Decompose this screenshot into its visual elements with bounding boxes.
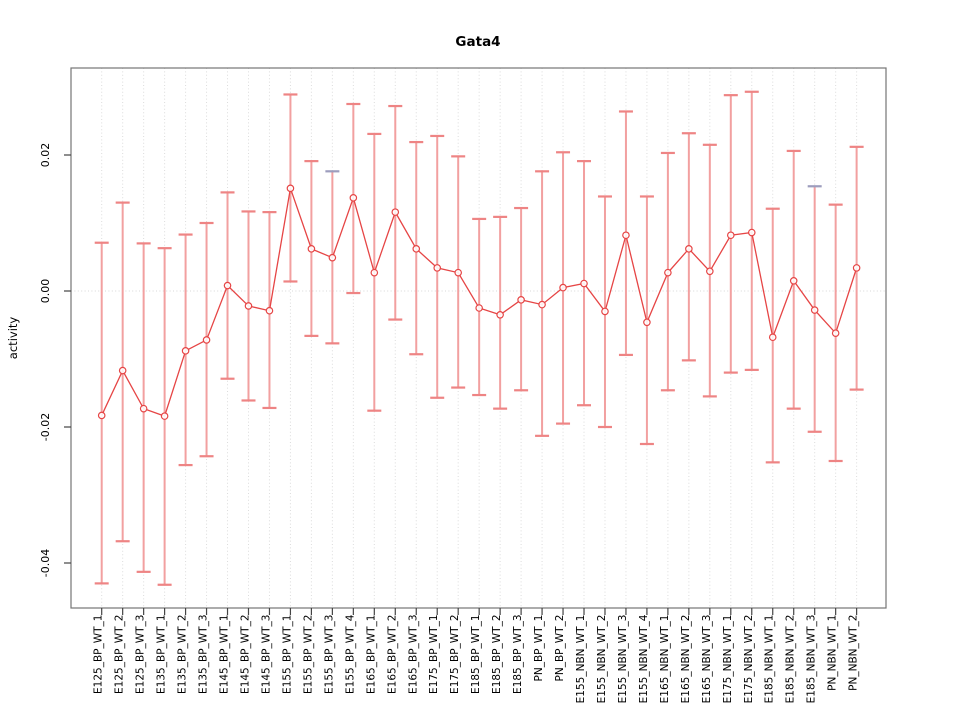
x-tick-label: E155_NBN_WT_3 (617, 615, 629, 704)
data-point (328, 253, 337, 262)
plot-area: 0.02 0.00 -0.02 -0.04 E125_BP_WT_1 E125_BP_WT… (39, 67, 887, 704)
x-tick-label: E185_NBN_WT_3 (806, 615, 818, 704)
x-tick-label: E185_NBN_WT_2 (785, 615, 797, 704)
x-tick-label: E155_BP_WT_4 (344, 614, 356, 694)
y-tick-label: -0.02 (39, 413, 52, 441)
data-point (391, 208, 400, 216)
data-point (580, 279, 588, 288)
x-tick-label: E165_BP_WT_2 (386, 615, 398, 694)
x-tick-label: PN_NBN_WT_2 (848, 615, 860, 691)
x-tick-label: E175_BP_WT_2 (449, 615, 461, 694)
data-point (244, 302, 253, 310)
x-tick-label: E185_BP_WT_1 (470, 615, 482, 694)
x-tick-label: PN_BP_WT_1 (533, 615, 545, 682)
data-point (747, 228, 756, 237)
data-point (370, 268, 379, 277)
x-tick-label: E135_BP_WT_2 (177, 615, 189, 694)
x-tick-label: E165_NBN_WT_2 (680, 615, 692, 704)
data-point (852, 264, 861, 272)
x-tick-label: E165_BP_WT_1 (365, 615, 377, 694)
data-point (768, 333, 777, 342)
data-point (286, 184, 295, 193)
data-point (831, 329, 840, 337)
data-point (181, 347, 190, 355)
data-point (622, 231, 630, 240)
x-tick-label: E155_BP_WT_3 (323, 615, 335, 694)
x-tick-label: E155_NBN_WT_1 (575, 615, 587, 704)
x-tick-label: E125_BP_WT_3 (135, 615, 147, 694)
x-tick-label: E165_BP_WT_3 (407, 615, 419, 694)
x-tick-label: PN_NBN_WT_1 (827, 615, 839, 691)
data-point (538, 300, 546, 309)
data-point (202, 336, 211, 344)
data-point (789, 276, 798, 285)
data-point (664, 268, 672, 277)
y-tick-label: -0.04 (39, 549, 52, 577)
y-tick-label: 0.02 (39, 143, 52, 168)
x-tick-label: E155_BP_WT_1 (281, 615, 293, 694)
data-point (454, 268, 462, 277)
data-point (643, 318, 651, 327)
x-tick-label: E185_NBN_WT_1 (764, 615, 776, 704)
x-tick-label: E175_NBN_WT_1 (722, 615, 734, 704)
data-point (118, 366, 127, 375)
data-point (139, 404, 148, 413)
x-tick-label: E145_BP_WT_3 (260, 615, 272, 694)
data-point (160, 412, 169, 420)
data-point (685, 245, 693, 253)
data-point (496, 310, 504, 319)
data-point (265, 306, 274, 315)
data-point (433, 264, 442, 272)
x-tick-label: E135_BP_WT_3 (198, 615, 210, 694)
data-point (412, 245, 421, 253)
x-tick-label: E185_BP_WT_2 (491, 615, 503, 694)
data-point (97, 411, 106, 420)
x-tick-label: E125_BP_WT_1 (93, 615, 105, 694)
data-point (349, 194, 358, 202)
x-tick-label: E155_NBN_WT_2 (596, 615, 608, 704)
data-point (475, 304, 483, 312)
data-point (706, 267, 714, 276)
x-tick-label: E125_BP_WT_2 (114, 615, 126, 694)
x-tick-label: E165_NBN_WT_1 (659, 615, 671, 704)
data-point (307, 245, 316, 253)
plot-border (70, 67, 887, 609)
x-tick-label: E155_BP_WT_2 (302, 615, 314, 694)
y-tick-label: 0.00 (39, 279, 52, 304)
x-tick-label: E145_BP_WT_2 (239, 615, 251, 694)
data-point (517, 296, 525, 304)
data-point (601, 307, 609, 316)
x-tick-label: E185_BP_WT_3 (512, 615, 524, 694)
x-tick-label: E145_BP_WT_1 (219, 615, 231, 694)
data-point (223, 281, 232, 290)
x-tick-label: E155_NBN_WT_4 (638, 614, 650, 703)
x-tick-label: E165_NBN_WT_3 (701, 615, 713, 704)
chart-title: Gata4 (455, 34, 500, 50)
y-axis-label: activity (6, 317, 20, 360)
x-tick-label: E135_BP_WT_1 (156, 615, 168, 694)
x-tick-label: E175_BP_WT_1 (428, 615, 440, 694)
data-point (559, 283, 567, 292)
x-tick-label: E175_NBN_WT_2 (743, 615, 755, 704)
x-tick-label: PN_BP_WT_2 (554, 615, 566, 682)
data-point (810, 306, 819, 314)
data-point (726, 231, 735, 240)
